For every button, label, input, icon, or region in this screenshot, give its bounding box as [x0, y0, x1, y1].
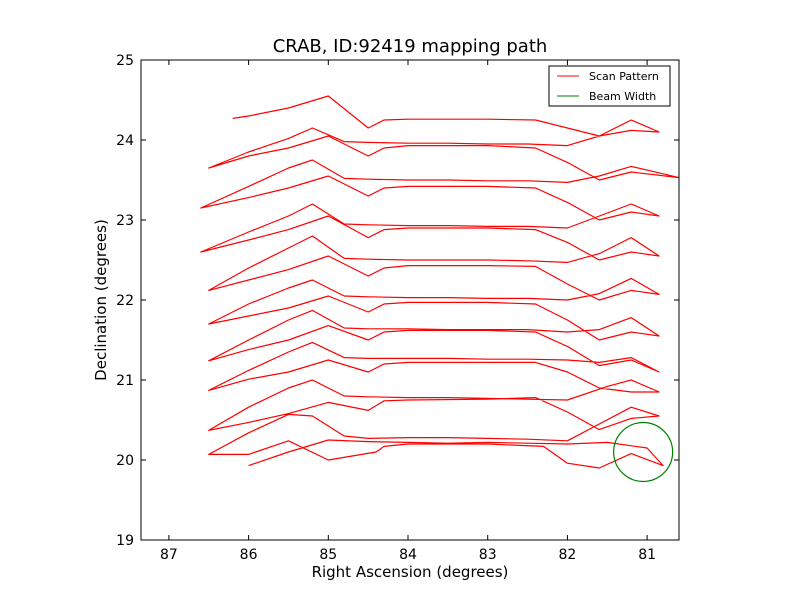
legend-label-scan-pattern: Scan Pattern	[589, 70, 659, 83]
x-tick-label: 85	[319, 547, 337, 563]
x-tick-label: 82	[559, 547, 577, 563]
legend: Scan Pattern Beam Width	[548, 65, 671, 107]
scan-pattern-line	[200, 95, 679, 469]
x-axis-label: Right Ascension (degrees)	[312, 563, 509, 581]
x-axis: 87 86 85 84 83 82 81	[160, 60, 656, 563]
y-axis-label: Declination (degrees)	[92, 219, 110, 381]
plot-background	[141, 60, 679, 540]
y-axis: 19 20 21 22 23 24 25	[116, 53, 679, 549]
chart-title: CRAB, ID:92419 mapping path	[273, 36, 548, 57]
legend-label-beam-width: Beam Width	[589, 90, 656, 103]
legend-box	[548, 65, 671, 107]
x-tick-label: 83	[479, 547, 497, 563]
plot-area	[140, 59, 680, 541]
x-tick-label: 81	[638, 547, 656, 563]
beam-width-circle	[613, 421, 674, 483]
y-tick-label: 20	[116, 453, 134, 469]
x-tick-label: 84	[399, 547, 417, 563]
x-tick-label: 86	[240, 547, 258, 563]
y-tick-label: 22	[116, 293, 134, 309]
y-tick-label: 19	[116, 533, 134, 549]
y-tick-label: 23	[116, 213, 134, 229]
series-layer	[200, 95, 679, 483]
y-tick-label: 21	[116, 373, 134, 389]
y-tick-label: 25	[116, 53, 134, 69]
x-tick-label: 87	[160, 547, 178, 563]
y-tick-label: 24	[116, 133, 134, 149]
